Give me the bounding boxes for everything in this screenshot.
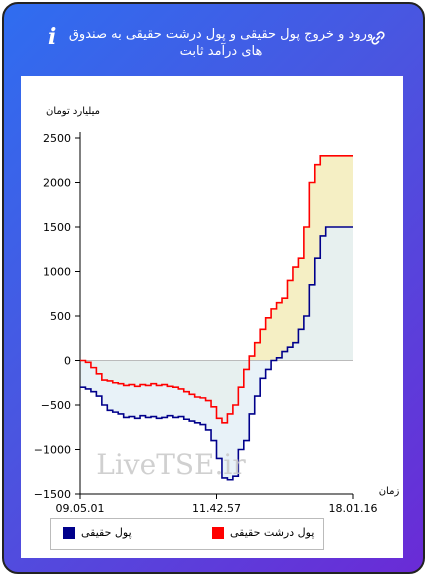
chart-title: ورود و خروج پول حقیقی و پول درشت حقیقی ب…: [68, 27, 374, 59]
legend-label-big-real-money: پول درشت حقیقی: [230, 526, 315, 539]
y-axis-label: میلیارد تومان: [46, 106, 100, 117]
watermark: LiveTSE.ir: [96, 448, 246, 481]
y-tick-label: 500: [50, 310, 71, 323]
card-header: ورود و خروج پول حقیقی و پول درشت حقیقی ب…: [4, 4, 423, 76]
y-tick-label: 0: [64, 355, 71, 368]
y-tick-label: 2000: [43, 177, 71, 190]
x-axis-label: زمان: [379, 486, 400, 497]
legend-swatch-big-real-money: [212, 527, 224, 539]
y-tick-label: 2500: [43, 132, 71, 145]
y-tick-label: −1500: [34, 488, 71, 501]
line-big-real-money: [80, 155, 353, 424]
line-real-money: [80, 226, 353, 481]
legend-swatch-real-money: [63, 527, 75, 539]
link-icon[interactable]: [370, 30, 386, 46]
info-icon[interactable]: i: [48, 24, 57, 50]
x-tick-label: 18.01.16: [329, 502, 378, 515]
y-tick-label: −500: [41, 399, 71, 412]
legend-label-real-money: پول حقیقی: [81, 526, 132, 539]
line-chart: 2500 2000 1500 1000 500 0 −500 −1000 −150009.05.…: [34, 106, 400, 515]
y-tick-label: 1000: [43, 266, 71, 279]
chart-legend: پول حقیقی پول درشت حقیقی: [50, 518, 324, 550]
y-tick-label: −1000: [34, 444, 71, 457]
y-tick-label: 1500: [43, 221, 71, 234]
chart-panel: 2500 2000 1500 1000 500 0 −500 −1000 −1500 09.05.…: [21, 76, 403, 558]
x-tick-label: 09.05.01: [56, 502, 105, 515]
area-real-money: [80, 227, 353, 480]
x-tick-label: 11.42.57: [192, 502, 241, 515]
